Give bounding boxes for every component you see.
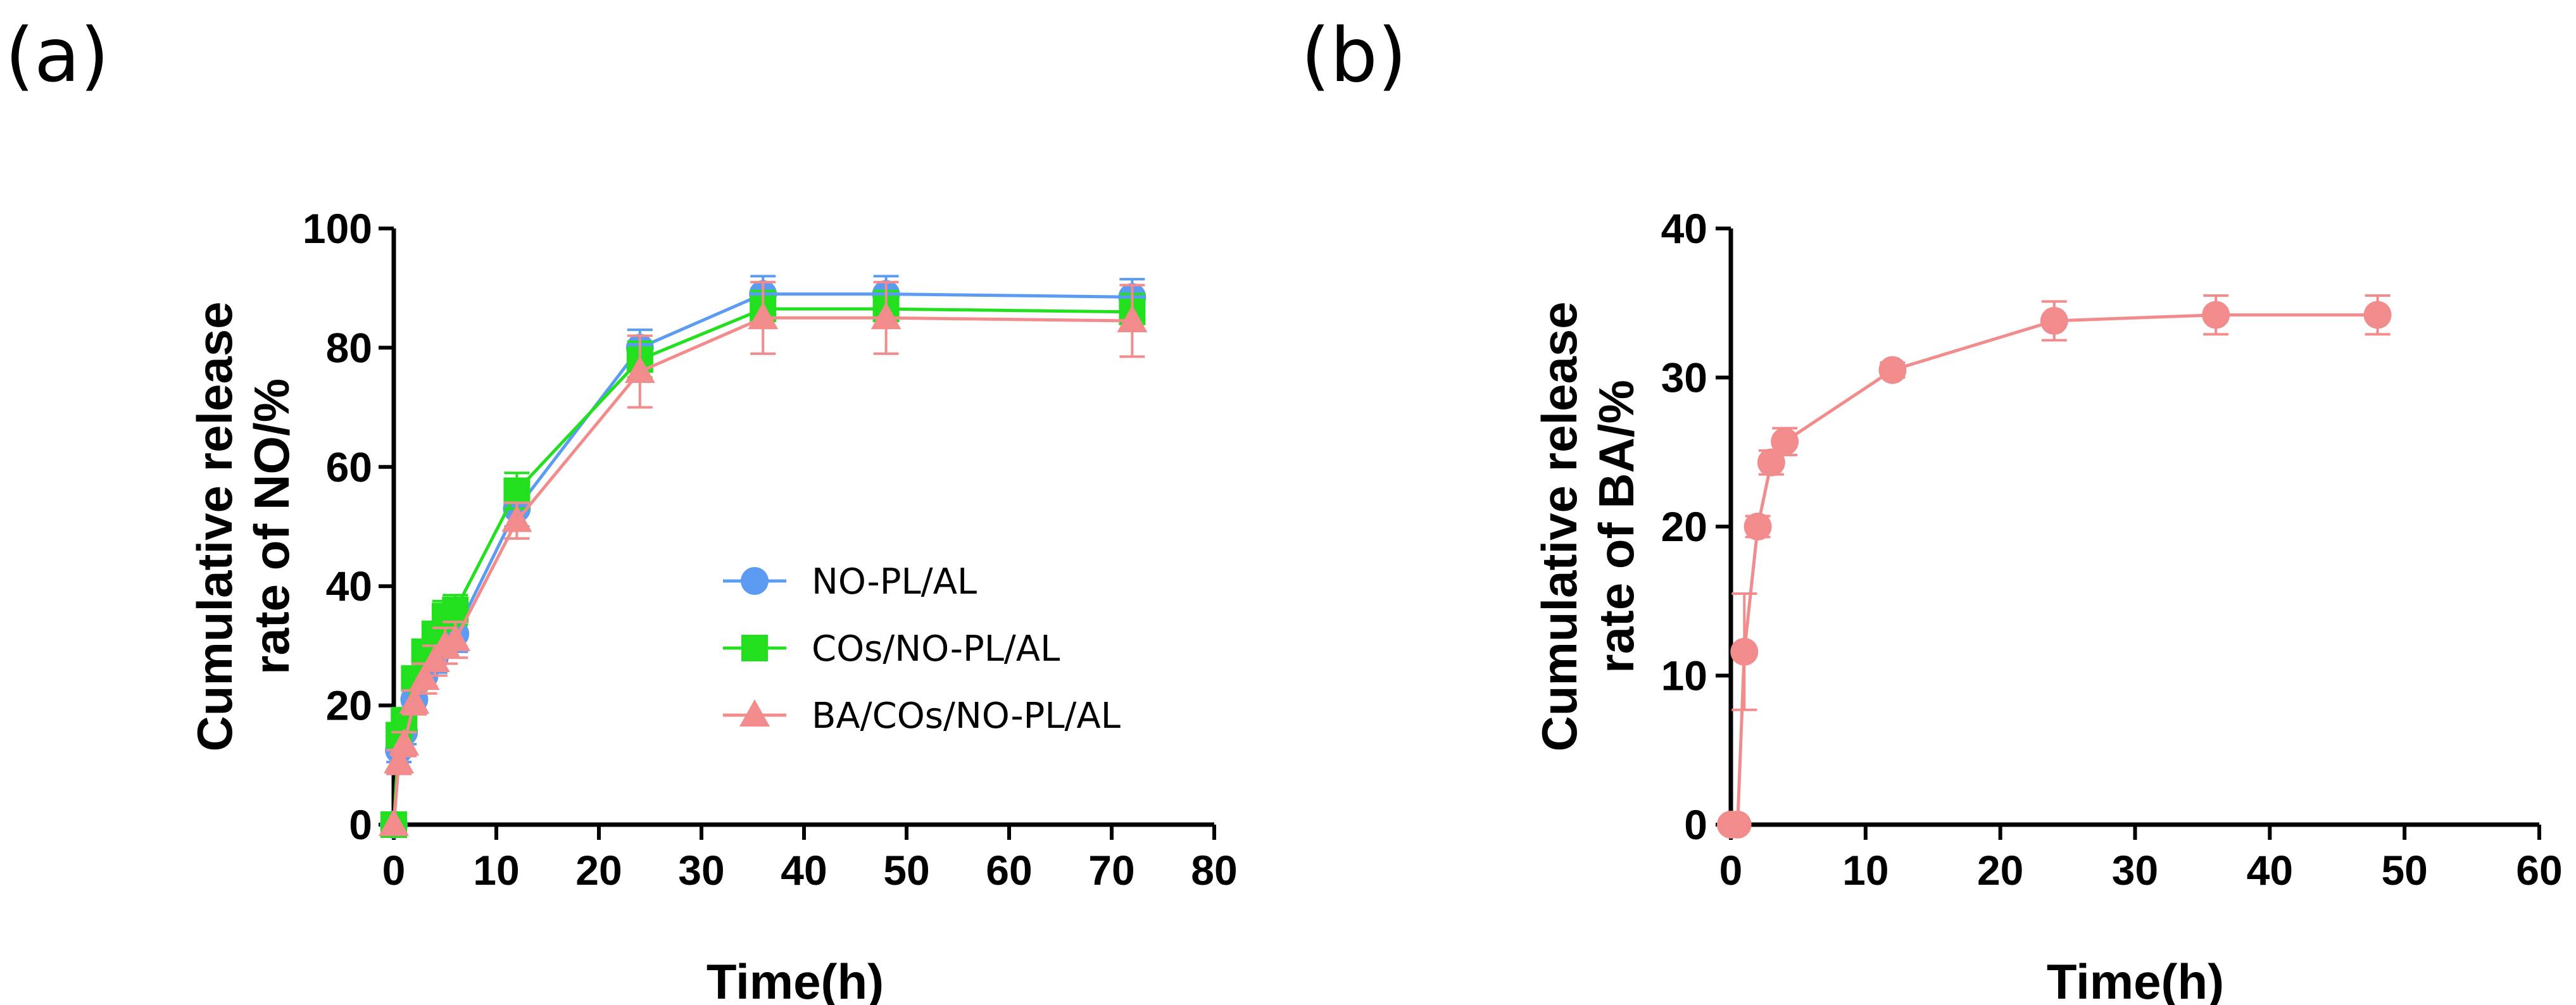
y-tick-label: 20 — [1661, 503, 1707, 550]
x-tick-label: 0 — [1719, 847, 1743, 894]
data-point — [1757, 448, 1785, 477]
x-tick-label: 80 — [1191, 847, 1237, 894]
x-tick-label: 60 — [986, 847, 1032, 894]
data-point — [2040, 307, 2068, 335]
chart-a-y-axis-title-line1: Cumulative release — [187, 301, 242, 751]
data-point — [1117, 305, 1148, 333]
x-tick-label: 20 — [1977, 847, 2023, 894]
legend-label-ba-cos-no-pl-al: BA/COs/NO-PL/AL — [812, 696, 1121, 737]
series-line — [1731, 313, 2378, 827]
series-ba — [1717, 294, 2392, 839]
chart-b-ba-release: 0 10 20 30 40 50 60 0 10 20 30 40 Time(h) Cumulativ… — [1531, 205, 2563, 1005]
legend-marker-triangle — [739, 699, 770, 727]
legend-marker-square — [741, 635, 768, 661]
y-tick-label: 80 — [326, 324, 372, 371]
chart-a-legend: NO-PL/AL COs/NO-PL/AL BA/COs/NO-PL/AL — [723, 561, 1121, 737]
y-tick-label: 40 — [326, 563, 372, 609]
x-tick-label: 0 — [382, 847, 406, 894]
y-tick-label: 0 — [349, 801, 372, 848]
data-point — [409, 663, 440, 690]
series-line — [392, 307, 1133, 825]
x-tick-label: 60 — [2516, 847, 2562, 894]
y-tick-label: 40 — [1661, 205, 1707, 252]
data-point — [1744, 513, 1772, 540]
series-line — [392, 292, 1133, 825]
x-tick-label: 20 — [575, 847, 622, 894]
x-tick-label: 30 — [678, 847, 724, 894]
panel-label-b: (b) — [1301, 11, 1407, 99]
x-tick-label: 50 — [2381, 847, 2427, 894]
legend-marker-circle — [741, 567, 769, 595]
y-tick-label: 100 — [303, 205, 372, 252]
data-point — [2363, 301, 2392, 329]
y-tick-label: 20 — [326, 682, 372, 729]
data-point — [2202, 301, 2230, 329]
data-point — [384, 746, 415, 774]
x-tick-label: 10 — [473, 847, 519, 894]
chart-a-nitric-oxide-release: 0 10 20 30 40 50 60 70 80 0 20 40 60 80 100 Time(h) Cu… — [187, 205, 1238, 1005]
panel-label-a: (a) — [5, 11, 109, 99]
series-ba-cos-no-pl-al — [379, 280, 1148, 836]
y-tick-label: 30 — [1661, 354, 1707, 401]
x-tick-label: 70 — [1088, 847, 1134, 894]
chart-b-series — [1717, 294, 2392, 839]
data-point — [503, 477, 531, 504]
data-point — [379, 809, 409, 836]
chart-b-y-axis-title-line1: Cumulative release — [1531, 301, 1587, 751]
data-point — [442, 596, 469, 623]
data-point — [624, 356, 655, 384]
x-tick-label: 10 — [1842, 847, 1888, 894]
data-point — [440, 623, 471, 651]
x-tick-label: 40 — [781, 847, 827, 894]
data-point — [870, 302, 902, 330]
data-point — [399, 686, 430, 714]
chart-b-ticks: 0 10 20 30 40 50 60 0 10 20 30 40 — [1661, 205, 2563, 894]
x-tick-label: 40 — [2247, 847, 2293, 894]
data-point — [419, 644, 450, 672]
series-no-pl-al — [380, 275, 1147, 839]
data-point — [748, 302, 779, 330]
chart-a-series — [379, 275, 1148, 839]
y-tick-label: 60 — [326, 444, 372, 490]
data-point — [1730, 637, 1759, 666]
chart-a-x-axis-title: Time(h) — [707, 954, 884, 1005]
chart-a-ticks: 0 10 20 30 40 50 60 70 80 0 20 40 60 80 100 — [303, 205, 1238, 894]
chart-b-x-axis-title: Time(h) — [2047, 954, 2224, 1005]
x-tick-label: 50 — [883, 847, 929, 894]
data-point — [1878, 356, 1907, 384]
chart-b-y-axis-title-line2: rate of BA/% — [1588, 380, 1644, 673]
y-tick-label: 0 — [1684, 801, 1707, 848]
y-tick-label: 10 — [1661, 652, 1707, 699]
data-point — [1723, 811, 1752, 839]
data-point — [1771, 427, 1799, 456]
chart-a-y-axis-title-line2: rate of NO/% — [244, 378, 299, 675]
x-tick-label: 30 — [2112, 847, 2158, 894]
legend-label-cos-no-pl-al: COs/NO-PL/AL — [812, 628, 1060, 670]
legend-label-no-pl-al: NO-PL/AL — [812, 561, 977, 602]
data-point — [389, 728, 420, 756]
data-point — [501, 504, 532, 532]
